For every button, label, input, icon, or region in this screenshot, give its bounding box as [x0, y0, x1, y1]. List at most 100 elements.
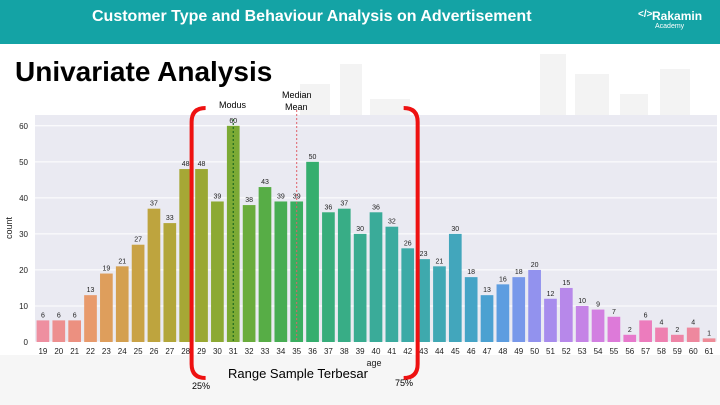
rakamin-logo-icon: </> [638, 9, 653, 20]
brand-sub: Academy [655, 23, 685, 30]
bar [623, 334, 637, 342]
bar-value-label: 27 [134, 237, 142, 244]
bar-value-label: 37 [340, 201, 348, 208]
bar-value-label: 39 [213, 193, 221, 200]
bar [671, 334, 684, 342]
bar-value-label: 15 [562, 280, 570, 287]
x-tick-label: 35 [292, 347, 301, 356]
y-tick-label: 10 [19, 302, 28, 311]
range-bracket-right [403, 106, 420, 380]
x-tick-label: 24 [118, 347, 127, 356]
bars-group [36, 125, 716, 342]
x-tick-label: 27 [165, 347, 174, 356]
bar [639, 320, 652, 342]
bar [353, 233, 367, 342]
x-tick-label: 30 [213, 347, 222, 356]
bar-value-label: 10 [578, 298, 586, 305]
x-tick-label: 26 [150, 347, 159, 356]
range-bracket-left [189, 106, 206, 380]
bar [52, 320, 66, 342]
bar-value-label: 30 [356, 226, 364, 233]
bar [480, 295, 494, 342]
bar-value-label: 6 [73, 312, 77, 319]
bar-value-label: 20 [531, 262, 539, 269]
x-tick-label: 49 [514, 347, 523, 356]
bar [686, 327, 700, 342]
x-ticks-group: 19 20 21 22 23 24 25 26 27 28 29 30 31 32 33 34 35 36 37 38… [38, 347, 714, 356]
bar [36, 320, 50, 342]
x-tick-label: 42 [403, 347, 412, 356]
x-tick-label: 57 [641, 347, 650, 356]
y-tick-label: 0 [24, 338, 29, 347]
bar-value-label: 9 [596, 302, 600, 309]
bar-value-label: 13 [483, 287, 491, 294]
range-label: Range Sample Terbesar [228, 366, 368, 381]
bar [417, 259, 430, 342]
x-tick-label: 38 [340, 347, 349, 356]
bar [258, 187, 272, 342]
x-tick-label: 19 [38, 347, 47, 356]
bar [512, 277, 526, 342]
x-tick-label: 43 [419, 347, 428, 356]
x-tick-label: 54 [594, 347, 603, 356]
x-tick-label: 60 [689, 347, 698, 356]
x-tick-label: 37 [324, 347, 333, 356]
annotation-overlays [189, 106, 420, 380]
bar [68, 320, 81, 342]
y-ticks-group: 0 10 20 30 40 50 60 [19, 122, 28, 347]
bar-value-label: 48 [198, 161, 206, 168]
x-tick-label: 41 [387, 347, 396, 356]
bar-value-label: 6 [57, 312, 61, 319]
header-title: Customer Type and Behaviour Analysis on … [92, 8, 532, 25]
x-tick-label: 44 [435, 347, 444, 356]
p25-label: 25% [192, 381, 211, 391]
bar-value-label: 30 [451, 226, 459, 233]
bar [179, 169, 193, 342]
x-tick-label: 34 [276, 347, 285, 356]
bar [544, 298, 557, 342]
x-tick-label: 51 [546, 347, 555, 356]
brand-name: Rakamin [652, 9, 703, 23]
bar [322, 212, 335, 342]
bar-value-label: 43 [261, 179, 269, 186]
slide-title: Univariate Analysis [15, 56, 273, 87]
bar [306, 161, 319, 342]
bar-value-label: 48 [182, 161, 190, 168]
bar-value-label: 12 [547, 291, 555, 298]
x-tick-label: 20 [54, 347, 63, 356]
mean-label: Mean [285, 102, 308, 112]
x-tick-label: 32 [245, 347, 254, 356]
bar-value-label: 33 [166, 215, 174, 222]
x-tick-label: 53 [578, 347, 587, 356]
x-tick-label: 36 [308, 347, 317, 356]
bar [496, 284, 510, 342]
bar [100, 273, 113, 342]
bar-value-label: 21 [436, 258, 444, 265]
bar-value-label: 60 [229, 118, 237, 125]
y-tick-label: 60 [19, 122, 28, 131]
x-tick-label: 50 [530, 347, 539, 356]
bar-value-label: 2 [628, 327, 632, 334]
y-tick-label: 30 [19, 230, 28, 239]
slide-header: Customer Type and Behaviour Analysis on … [0, 0, 720, 44]
median-label: Median [282, 90, 312, 100]
x-tick-label: 28 [181, 347, 190, 356]
bar [274, 201, 288, 342]
bar [385, 226, 399, 342]
bar [337, 208, 351, 342]
bar-value-label: 19 [102, 266, 110, 273]
bar [84, 295, 97, 342]
x-tick-label: 31 [229, 347, 238, 356]
x-axis-label: age [366, 358, 381, 368]
x-tick-label: 61 [705, 347, 714, 356]
x-tick-label: 22 [86, 347, 95, 356]
bar [147, 208, 161, 342]
bar-value-label: 6 [41, 312, 45, 319]
x-tick-label: 47 [483, 347, 492, 356]
x-tick-label: 48 [498, 347, 507, 356]
bar [448, 233, 462, 342]
x-tick-label: 59 [673, 347, 682, 356]
bar-value-label: 13 [87, 287, 95, 294]
bar [163, 223, 177, 342]
